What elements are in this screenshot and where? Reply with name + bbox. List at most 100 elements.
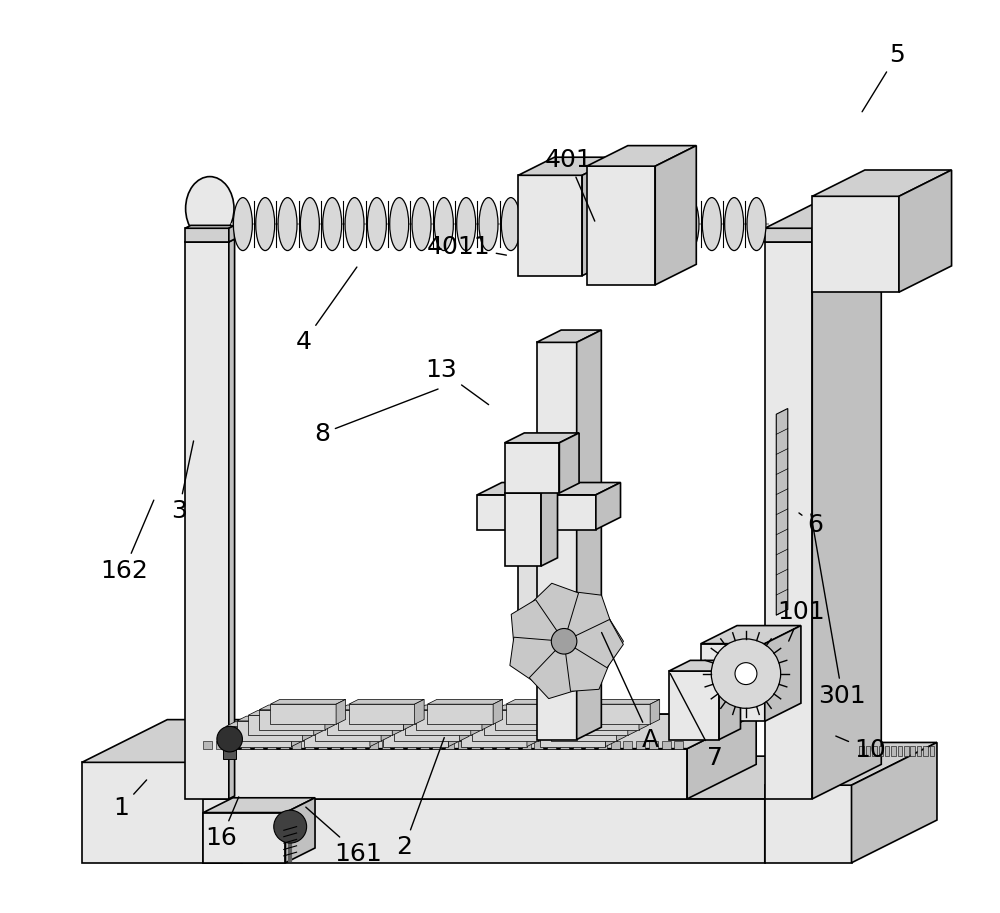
- Text: 401: 401: [545, 148, 595, 221]
- Polygon shape: [285, 798, 315, 863]
- Polygon shape: [891, 746, 896, 756]
- Polygon shape: [898, 746, 902, 756]
- Polygon shape: [538, 716, 548, 741]
- Polygon shape: [587, 166, 655, 285]
- Polygon shape: [650, 699, 660, 724]
- Polygon shape: [259, 705, 334, 709]
- Polygon shape: [687, 714, 756, 799]
- Polygon shape: [719, 660, 740, 740]
- Polygon shape: [242, 719, 327, 863]
- Polygon shape: [448, 722, 458, 747]
- Polygon shape: [493, 699, 503, 724]
- Ellipse shape: [546, 197, 565, 250]
- Polygon shape: [460, 716, 469, 741]
- Polygon shape: [639, 705, 649, 729]
- Text: 4: 4: [296, 267, 357, 354]
- Polygon shape: [416, 709, 482, 729]
- Polygon shape: [765, 242, 812, 799]
- Ellipse shape: [501, 197, 520, 250]
- Polygon shape: [577, 331, 601, 740]
- Polygon shape: [82, 719, 327, 762]
- Polygon shape: [338, 709, 403, 729]
- Polygon shape: [203, 714, 756, 749]
- Ellipse shape: [186, 176, 234, 240]
- Polygon shape: [482, 705, 491, 729]
- Polygon shape: [405, 710, 480, 716]
- Polygon shape: [573, 705, 649, 709]
- Polygon shape: [812, 170, 952, 196]
- Polygon shape: [534, 741, 543, 749]
- Polygon shape: [669, 660, 740, 671]
- Polygon shape: [432, 741, 441, 749]
- Text: A: A: [602, 633, 659, 751]
- Polygon shape: [394, 741, 403, 749]
- Polygon shape: [872, 746, 877, 756]
- Polygon shape: [416, 705, 491, 709]
- Polygon shape: [628, 710, 637, 736]
- Polygon shape: [370, 722, 379, 747]
- Polygon shape: [318, 741, 327, 749]
- Ellipse shape: [256, 197, 275, 250]
- Polygon shape: [394, 716, 469, 721]
- Polygon shape: [392, 710, 402, 736]
- Circle shape: [274, 810, 307, 843]
- Polygon shape: [291, 722, 301, 747]
- Polygon shape: [573, 741, 581, 749]
- Polygon shape: [237, 716, 312, 721]
- Polygon shape: [226, 727, 291, 747]
- Polygon shape: [505, 485, 558, 493]
- Polygon shape: [812, 196, 899, 292]
- Polygon shape: [636, 741, 645, 749]
- Polygon shape: [518, 175, 582, 276]
- Polygon shape: [203, 741, 212, 749]
- Polygon shape: [917, 746, 921, 756]
- Polygon shape: [248, 710, 323, 716]
- Polygon shape: [765, 207, 881, 242]
- Polygon shape: [551, 716, 626, 721]
- Text: 1: 1: [113, 780, 147, 820]
- Polygon shape: [506, 704, 572, 724]
- Polygon shape: [617, 716, 626, 741]
- Polygon shape: [930, 746, 934, 756]
- Polygon shape: [305, 741, 314, 749]
- Polygon shape: [203, 749, 687, 799]
- Polygon shape: [910, 746, 915, 756]
- Polygon shape: [304, 727, 370, 747]
- Polygon shape: [866, 746, 870, 756]
- Polygon shape: [701, 625, 801, 644]
- Polygon shape: [551, 721, 617, 741]
- Ellipse shape: [702, 197, 721, 250]
- Text: 161: 161: [306, 807, 382, 866]
- Polygon shape: [403, 705, 413, 729]
- Polygon shape: [472, 716, 548, 721]
- Polygon shape: [540, 722, 615, 727]
- Polygon shape: [537, 342, 577, 740]
- Ellipse shape: [524, 197, 543, 250]
- Ellipse shape: [278, 197, 297, 250]
- Polygon shape: [582, 157, 618, 276]
- Polygon shape: [472, 721, 538, 741]
- Polygon shape: [564, 641, 610, 691]
- Polygon shape: [382, 741, 390, 749]
- Polygon shape: [461, 722, 536, 727]
- Circle shape: [217, 727, 242, 752]
- Ellipse shape: [635, 197, 654, 250]
- Text: 2: 2: [396, 738, 444, 859]
- Text: 7: 7: [670, 674, 722, 770]
- Polygon shape: [229, 741, 238, 749]
- Polygon shape: [541, 485, 558, 566]
- Polygon shape: [529, 641, 576, 698]
- Polygon shape: [852, 742, 937, 863]
- Polygon shape: [540, 727, 605, 747]
- Ellipse shape: [345, 197, 364, 250]
- Text: 301: 301: [811, 514, 866, 708]
- Polygon shape: [598, 741, 607, 749]
- Polygon shape: [899, 170, 952, 292]
- Polygon shape: [611, 741, 620, 749]
- Polygon shape: [415, 699, 424, 724]
- Ellipse shape: [613, 197, 632, 250]
- Ellipse shape: [725, 197, 744, 250]
- Polygon shape: [495, 709, 560, 729]
- Polygon shape: [185, 239, 235, 242]
- Text: 8: 8: [314, 389, 438, 446]
